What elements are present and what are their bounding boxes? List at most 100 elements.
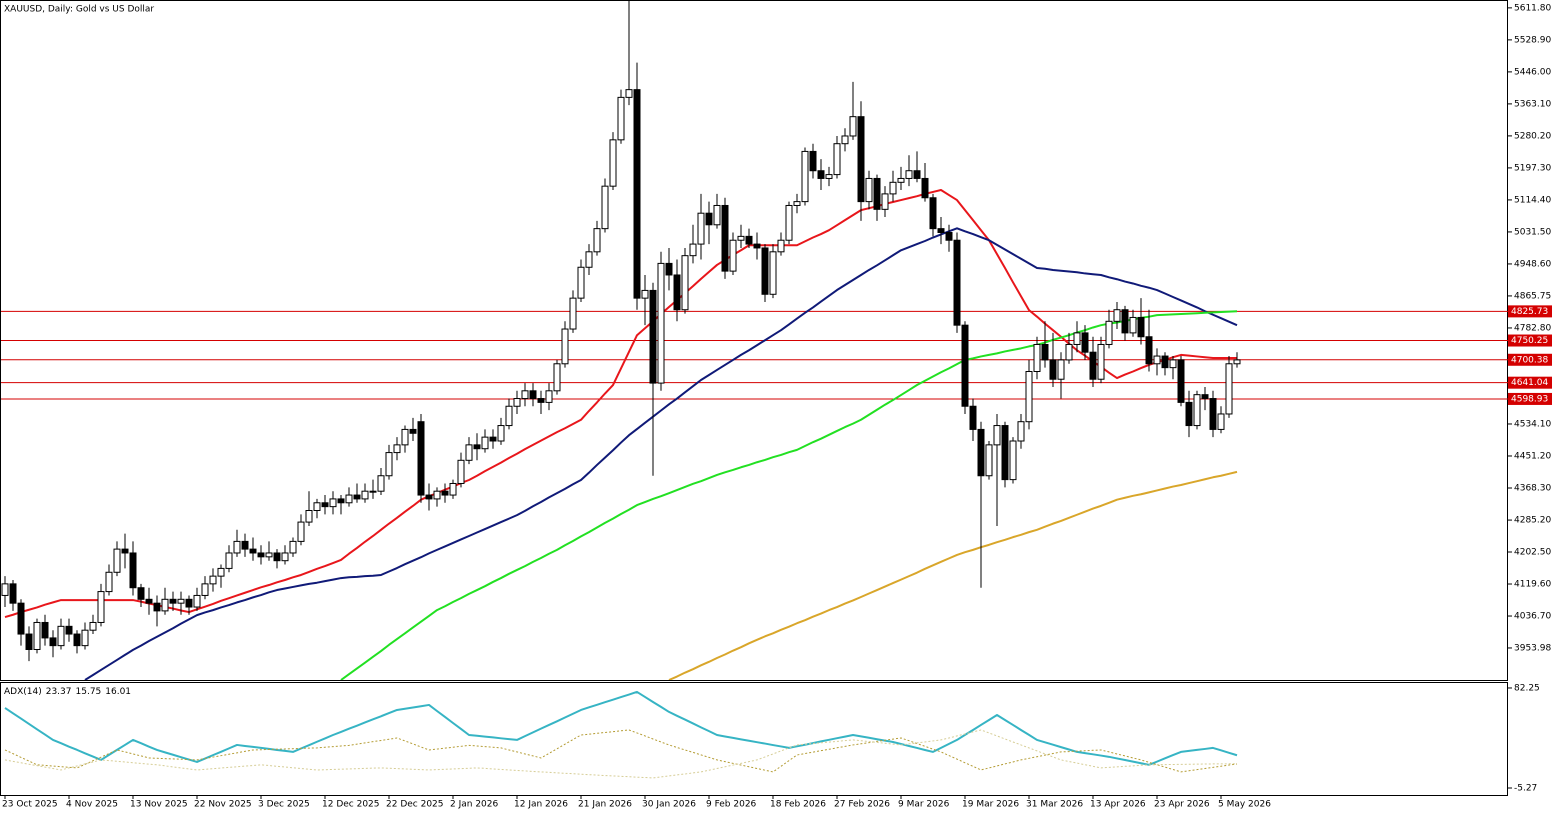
candle-body [657,262,665,384]
candle-body [113,548,121,573]
indicator-plot [4,690,1238,779]
candle-body [17,602,25,635]
candle-body [921,177,929,199]
main-plot [1,1,1508,680]
x-tick-label: 9 Mar 2026 [898,800,950,810]
level-label: 4641.04 [1511,378,1548,388]
candle-body [337,498,345,504]
candle-body [1025,371,1033,423]
y-tick-label: 4119.60 [1514,580,1551,590]
candle-body [433,490,441,500]
candle-body [345,494,353,504]
candle-body [481,436,489,450]
indicator-value: 16.01 [105,687,131,697]
candle-body [737,235,745,241]
candle-body [1233,359,1241,365]
candle-body [1001,425,1009,481]
candle-body [1113,309,1121,322]
candle-body [617,96,625,141]
x-tick-label: 13 Nov 2025 [130,800,188,810]
candle-body [545,390,553,403]
y-tick-label: 5446.00 [1514,67,1551,77]
line-series [340,310,1238,680]
candle-body [897,177,905,183]
candle-body [801,150,809,203]
candle-body [137,587,145,600]
x-tick-label: 23 Oct 2025 [2,800,58,810]
candle-body [881,193,889,210]
candle-body [1153,355,1161,365]
x-tick-label: 22 Nov 2025 [194,800,252,810]
level-tag [1508,376,1552,389]
candle-body [745,235,753,245]
candle-body [553,363,561,392]
x-tick-label: 4 Nov 2025 [66,800,118,810]
y-tick-label: 4036.70 [1514,612,1551,622]
y-tick-label: 5031.50 [1514,227,1551,237]
candle-body [825,174,833,179]
candle-body [153,602,161,612]
candle-body [1081,332,1089,353]
line-series [4,690,1238,766]
candle-body [401,428,409,446]
candle-body [513,398,521,407]
candle-body [129,552,137,589]
candle-body [993,425,1001,446]
y-tick-label: 4948.60 [1514,259,1551,269]
candle-body [913,170,921,179]
candle-body [1049,359,1057,380]
level-tag [1508,353,1552,366]
candle-body [849,116,857,137]
candle-body [713,204,721,226]
candle-body [577,266,585,299]
candle-body [1121,309,1129,334]
line-series [4,729,1238,779]
candle-body [609,139,617,187]
candle-body [321,502,329,508]
candle-body [497,425,505,442]
candle-body [9,583,17,604]
candle-body [689,243,697,257]
candle-body [1217,413,1225,430]
level-tag [1508,334,1552,347]
x-tick-label: 12 Jan 2026 [514,800,568,810]
candle-body [465,444,473,461]
candle-body [817,170,825,179]
candle-body [185,598,193,608]
candle-body [65,625,73,635]
y-tick-label: 5114.40 [1514,195,1551,205]
candle-body [329,498,337,508]
candle-body [1169,359,1177,369]
candle-body [1009,440,1017,481]
candle-body [561,328,569,365]
y-tick-label: 5197.30 [1514,163,1551,173]
indicator-value: 23.37 [46,687,72,697]
x-tick-label: 2 Jan 2026 [450,800,498,810]
x-tick-label: 21 Jan 2026 [578,800,632,810]
candle-body [489,436,497,442]
candle-body [681,255,689,311]
candle-body [177,598,185,604]
candle-body [585,251,593,268]
candle-body [289,540,297,554]
candle-body [873,177,881,210]
candle-body [945,232,953,241]
candle-body [625,89,633,98]
candle-body [265,552,273,558]
candle-body [889,181,897,195]
y-tick-label: 3953.98 [1514,643,1551,653]
candle-body [865,177,873,203]
y-tick-label: 5363.10 [1514,99,1551,109]
x-tick-label: 13 Apr 2026 [1090,800,1146,810]
candle-body [225,552,233,569]
candle-body [1161,355,1169,369]
y-tick-label: 4285.20 [1514,516,1551,526]
indicator-value: 15.75 [76,687,102,697]
x-tick-label: 18 Feb 2026 [770,800,826,810]
candle-body [985,444,993,477]
candle-body [697,212,705,245]
candle-body [569,297,577,330]
candle-body [649,289,657,384]
candle-body [1057,359,1065,380]
